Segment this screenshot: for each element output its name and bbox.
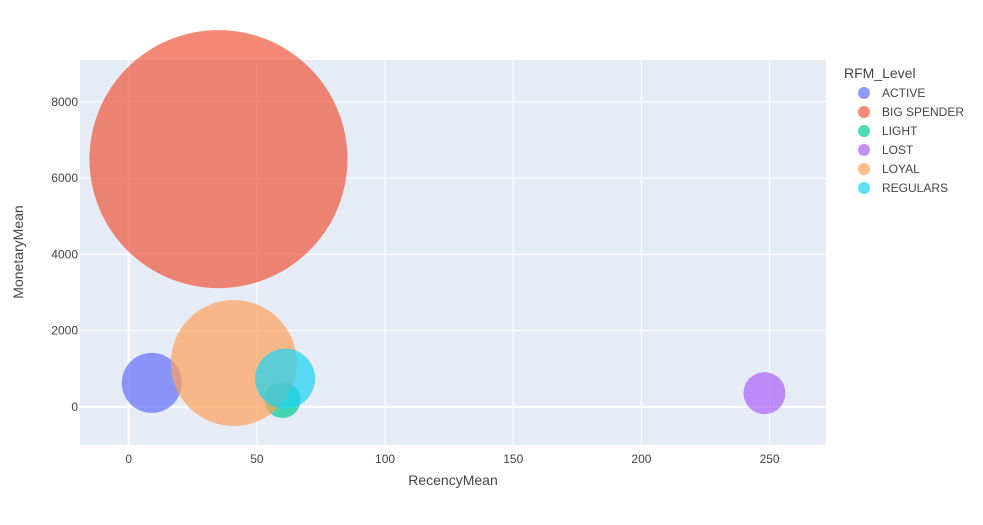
legend[interactable]: RFM_Level ACTIVE BIG SPENDER LIGHT LOST LOYA… [844,65,964,195]
legend-item-big-spender[interactable]: BIG SPENDER [858,105,964,119]
legend-marker [858,144,870,156]
x-axis-title: RecencyMean [408,472,498,488]
y-tick-labels: 0 2000 4000 6000 8000 [51,95,78,414]
x-tick-labels: 0 50 100 150 200 250 [125,452,780,466]
legend-label: BIG SPENDER [882,105,964,119]
y-axis-title: MonetaryMean [10,205,26,298]
y-tick-label: 0 [71,400,78,414]
legend-item-loyal[interactable]: LOYAL [858,162,920,176]
bubble-active[interactable] [121,352,182,413]
legend-item-lost[interactable]: LOST [858,143,914,157]
y-tick-label: 8000 [51,95,78,109]
legend-label: LOST [882,143,914,157]
legend-marker [858,87,870,99]
legend-marker [858,163,870,175]
bubble-regulars[interactable] [255,348,316,409]
legend-title: RFM_Level [844,65,916,81]
x-tick-label: 0 [125,452,132,466]
bubble-layer [89,30,786,427]
x-tick-label: 200 [631,452,651,466]
x-tick-label: 100 [375,452,395,466]
legend-label: ACTIVE [882,86,925,100]
legend-marker [858,125,870,137]
legend-marker [858,106,870,118]
x-tick-label: 150 [503,452,523,466]
legend-item-regulars[interactable]: REGULARS [858,181,948,195]
x-tick-label: 50 [250,452,264,466]
bubble-big-spender[interactable] [89,30,348,289]
y-tick-label: 6000 [51,171,78,185]
bubble-lost[interactable] [743,372,786,415]
legend-label: LIGHT [882,124,918,138]
x-tick-label: 250 [760,452,780,466]
y-tick-label: 4000 [51,247,78,261]
legend-item-light[interactable]: LIGHT [858,124,918,138]
legend-label: LOYAL [882,162,920,176]
legend-label: REGULARS [882,181,948,195]
legend-marker [858,182,870,194]
y-tick-label: 2000 [51,324,78,338]
legend-item-active[interactable]: ACTIVE [858,86,925,100]
